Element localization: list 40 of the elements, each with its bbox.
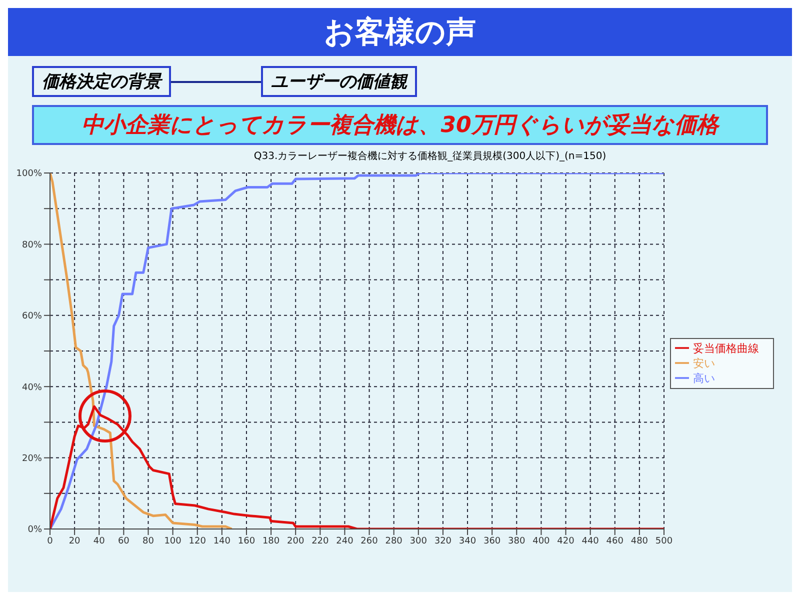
text: ユーザーの価値観 <box>261 66 417 97</box>
x-tick-label: 460 <box>606 536 624 546</box>
x-tick-label: 240 <box>336 536 354 546</box>
x-tick-label: 40 <box>93 536 106 546</box>
x-tick-label: 380 <box>508 536 526 546</box>
x-tick-label: 300 <box>410 536 428 546</box>
x-tick-label: 120 <box>188 536 206 546</box>
x-tick-label: 320 <box>434 536 452 546</box>
chart-title: お客様の声 <box>8 8 792 56</box>
y-tick-label: 60% <box>22 312 42 322</box>
legend-label: 高い <box>693 372 715 384</box>
x-tick-label: 220 <box>312 536 330 546</box>
x-tick-label: 180 <box>262 536 280 546</box>
legend-label: 妥当価格曲線 <box>693 342 759 354</box>
x-tick-label: 80 <box>142 536 154 546</box>
y-tick-label: 20% <box>22 454 42 464</box>
y-tick-label: 40% <box>22 382 42 393</box>
x-tick-label: 60 <box>118 536 130 546</box>
x-tick-label: 100 <box>164 536 182 546</box>
x-tick-label: 260 <box>360 536 378 546</box>
legend-label: 安い <box>693 356 715 370</box>
text: 価格決定の背景 <box>32 66 171 97</box>
x-tick-label: 280 <box>385 536 403 546</box>
text: 中小企業にとってカラー複合機は、30万円ぐらいが妥当な価格 <box>32 105 768 145</box>
y-tick-label: 80% <box>22 240 42 250</box>
x-tick-label: 0 <box>47 536 54 546</box>
x-tick-label: 20 <box>68 536 81 546</box>
x-tick-label: 440 <box>582 536 600 546</box>
x-tick-label: 140 <box>213 536 231 546</box>
x-tick-label: 400 <box>532 536 550 546</box>
chart-subtitle: Q33.カラーレーザー複合機に対する価格観_従業員規模(300人以下)_(n=150) <box>252 150 608 163</box>
x-tick-label: 500 <box>655 536 673 546</box>
x-tick-label: 360 <box>483 536 501 546</box>
x-tick-label: 340 <box>458 536 476 546</box>
x-tick-label: 480 <box>630 536 648 546</box>
x-tick-label: 200 <box>287 536 304 546</box>
x-tick-label: 160 <box>238 536 256 546</box>
y-tick-label: 0% <box>28 525 42 536</box>
x-tick-label: 420 <box>557 536 575 546</box>
y-tick-label: 100% <box>16 169 42 180</box>
